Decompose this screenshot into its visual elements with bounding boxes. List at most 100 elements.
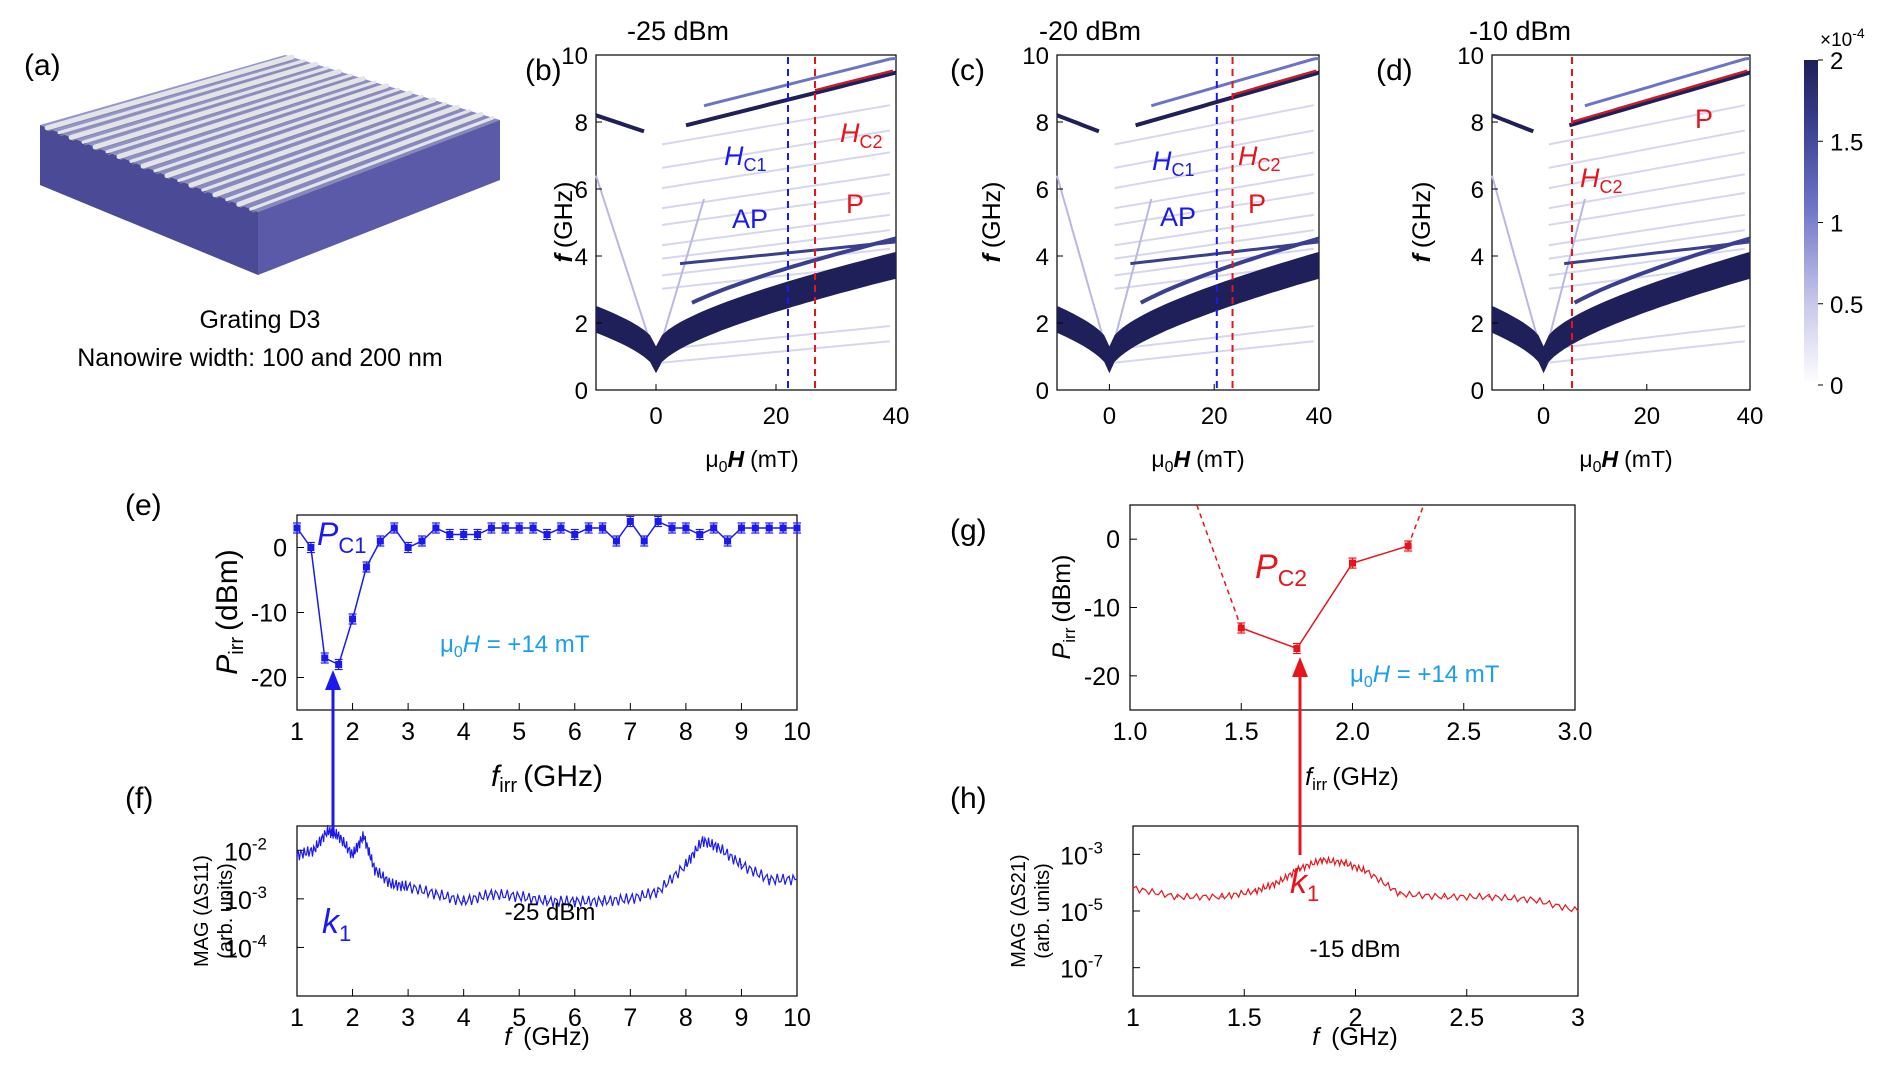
panel-g: (g) 1.0 1.5 2.0 2.5 3.00-10-20 Pirr(dBm) fir… [950,504,1593,794]
nanowire-shadow [83,70,329,146]
nanowire [68,61,319,140]
heatmap-c-xlabel-mu: μ [1151,446,1164,472]
chart-f-xlabel-unit: (GHz) [523,1023,590,1051]
data-point [307,544,315,551]
heatmap-faint-mode [661,325,891,351]
chart-ytick-label: 10-4 [224,931,267,963]
heatmap-xtick-label: 0 [649,403,662,430]
heatmap-d-xlabel-unit: (mT) [1624,446,1673,472]
heatmap-faint-mode-right [1542,198,1586,361]
nanowire [92,68,342,150]
data-point [390,524,398,532]
nanowire [153,87,401,173]
chart-ytick-label: 0 [1106,526,1120,554]
chart-g-field-H: H [1373,661,1391,688]
heatmap-high-mode-2 [1150,56,1320,108]
heatmap-faint-mode [1114,340,1314,364]
heatmap-mid-mode [1564,240,1751,266]
panel-label-d: (d) [1376,54,1413,87]
nanowire-shadow [191,102,436,189]
heatmap-ytick-label: 0 [1036,378,1049,405]
chart-ytick-exponent: -7 [1088,952,1103,971]
data-point [474,531,482,538]
data-point [793,524,801,532]
spectrum-point [462,900,465,903]
heatmap-c-title: -20 dBm [1039,16,1141,46]
heatmap-b-hc2-main: H [840,118,860,148]
chart-g-field-zero: 0 [1364,674,1373,691]
heatmap-c-ylabel-f: f [978,251,1006,262]
heatmap-faint-mode [1114,129,1314,169]
chart-xtick-label: 2 [346,1004,360,1032]
heatmap-faint-mode [1548,104,1745,146]
spectrum-point [435,893,437,895]
heatmap-ytick-label: 2 [575,311,588,338]
heatmap-c-hc2-sub: C2 [1258,155,1281,175]
nanowire-width-caption: Nanowire width: 100 and 200 nm [77,344,443,372]
chart-ytick-base: 10 [224,838,252,866]
data-point [418,537,426,545]
data-point [460,531,468,538]
data-point [557,524,565,532]
heatmap-c-content [1056,56,1320,390]
nanowire-shadow [131,84,376,165]
nanowire [57,59,306,135]
arrows [325,657,1308,855]
nanowire-shadow [239,116,483,208]
chart-h-k1-label: k1 [1290,863,1319,906]
chart-e-frame [296,514,798,711]
nanowire-shadow [71,66,317,141]
data-point [349,615,357,623]
data-point [696,531,704,538]
heatmap-faint-mode [1548,173,1745,210]
heatmap-c-ylabel-unit: (GHz) [978,182,1006,249]
heatmap-d-content [1491,56,1751,390]
heatmap-c-ylabel: f (GHz) [978,182,1006,263]
nanowire [212,104,460,198]
chart-ytick-base: 10 [1060,956,1088,984]
heatmap-faint-mode [661,129,891,169]
chart-ytick-exponent: -3 [1088,838,1103,857]
heatmap-ytick-label: 2 [1036,311,1049,338]
data-point [585,524,593,532]
chart-e-ylabel-unit: (dBm) [211,549,244,631]
chart-xtick-label: 4 [457,1004,471,1032]
heatmap-high-mode-2 [703,56,897,108]
chart-ytick-label: 10-5 [1060,895,1103,927]
chart-f-k1-main: k [322,903,341,941]
nanowire [249,116,495,211]
chart-e-xlabel-sub: irr [499,775,517,797]
nanowire-shadow [60,63,306,137]
data-point [543,531,551,538]
spectrum-point [657,890,659,893]
panel-a: (a) Grating D3 Nanowire width: 100 and 2… [24,49,500,372]
heatmap-xtick-label: 40 [883,403,910,430]
chart-g-axes: 1.0 1.5 2.0 2.5 3.0 0 -10 -20 [1084,526,1593,746]
data-point [293,524,301,532]
panel-label-c: (c) [950,54,985,87]
spectrum-point [390,883,393,886]
chart-xtick-label: 9 [734,718,748,746]
chart-xtick-label: 9 [734,1004,748,1032]
heatmap-d-p-label: P [1695,104,1713,134]
heatmap-d-ylabel: f (GHz) [1408,182,1436,263]
heatmap-c-xlabel: μ0H (mT) [1151,446,1244,476]
data-point [515,524,523,532]
data-point [1349,559,1356,567]
chart-ytick-base: 10 [1060,842,1088,870]
chart-f-plot [296,824,798,909]
spectrum-point [296,854,298,856]
chart-ytick-label: 10-7 [1060,952,1103,984]
colorbar-gradient [1804,60,1818,385]
chart-e-pc1-label: PC1 [317,516,366,558]
chart-e-axes: 1 2 3 4 5 6 7 8 9 10 0 -10 -20 [251,535,811,747]
heatmap-faint-mode [661,104,891,146]
data-point [626,518,634,525]
spectrum-point [573,900,576,903]
chart-xtick-label: 1 [1126,1004,1140,1032]
spectrum-point [701,839,704,842]
nanowire [116,76,366,160]
chart-ytick-label: 0 [273,535,287,563]
spectrum-point [1176,896,1179,898]
chart-xtick-label: 2 [1349,1004,1363,1032]
